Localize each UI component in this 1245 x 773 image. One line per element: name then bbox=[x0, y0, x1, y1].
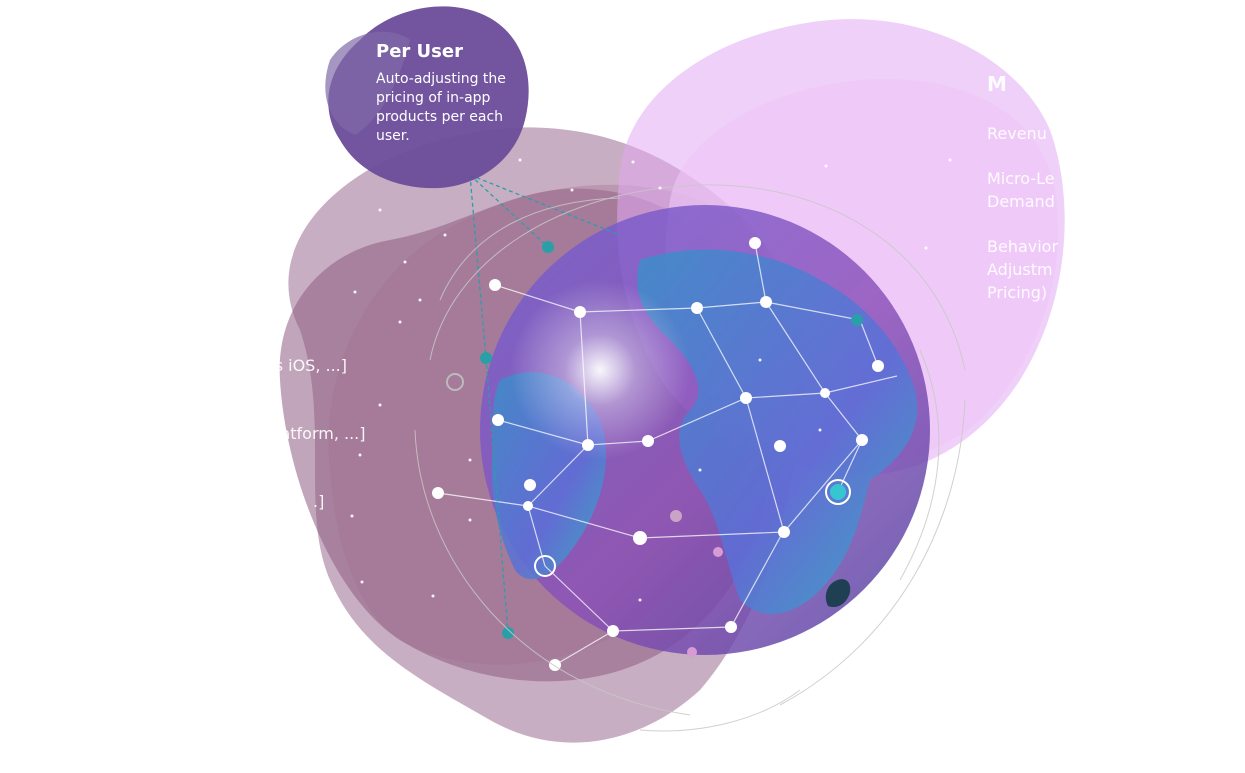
left-card-line: .] bbox=[313, 492, 325, 511]
island-madagascar bbox=[825, 579, 851, 608]
globe bbox=[480, 205, 930, 655]
right-card: M Revenu Micro-Le Demand Behavior Adjust… bbox=[987, 72, 1077, 326]
per-user-card: Per User Auto-adjusting the pricing of i… bbox=[376, 41, 516, 146]
left-card-line: d vs iOS, ...] bbox=[250, 356, 347, 375]
per-user-title: Per User bbox=[376, 41, 463, 62]
right-card-item: Pricing) bbox=[987, 283, 1048, 302]
right-card-item: Behavior bbox=[987, 237, 1059, 256]
node-rings bbox=[446, 373, 851, 577]
per-user-description: Auto-adjusting the pricing of in-app pro… bbox=[376, 71, 506, 144]
per-user-connectors bbox=[469, 174, 621, 634]
orbit-arcs bbox=[414, 184, 966, 732]
right-card-item: Adjustm bbox=[987, 260, 1053, 279]
stars bbox=[350, 158, 952, 602]
right-card-item: Micro-Le bbox=[987, 169, 1055, 188]
per-user-blob-shadow bbox=[325, 31, 410, 135]
teal-nodes bbox=[480, 241, 863, 639]
continent-europe-africa bbox=[637, 249, 918, 614]
network-nodes bbox=[432, 237, 884, 671]
right-card-title: M bbox=[987, 72, 1007, 96]
left-card-line: latform, ...] bbox=[276, 424, 366, 443]
right-card-item: Revenu bbox=[987, 124, 1047, 143]
right-card-item: Demand bbox=[987, 192, 1055, 211]
